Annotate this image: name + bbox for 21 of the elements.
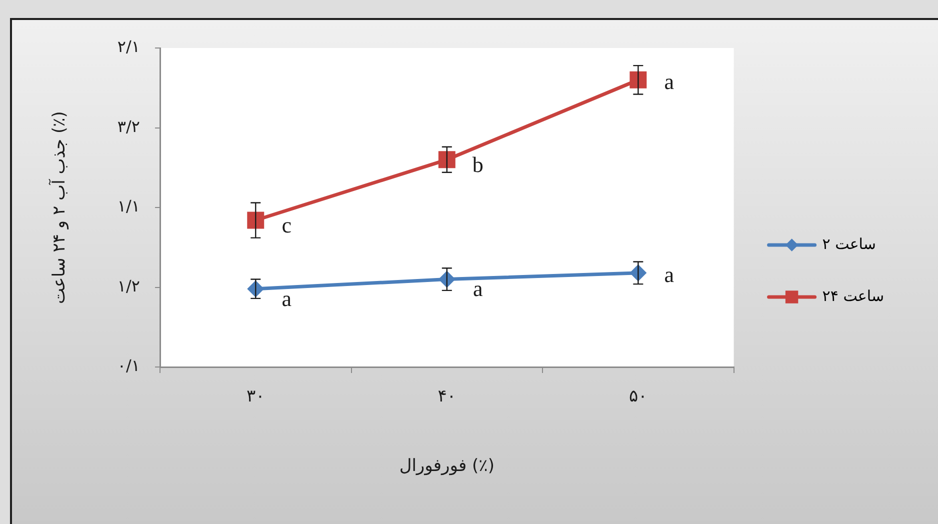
point: [247, 212, 264, 229]
point: [630, 71, 647, 88]
point: [438, 151, 456, 168]
annotation: a: [282, 286, 292, 311]
annotation: a: [473, 276, 484, 302]
annotation: b: [472, 152, 484, 177]
y-tick-label: ۰/۱: [117, 356, 140, 376]
legend-label: ۲۴ ساعت: [822, 286, 884, 305]
x-tick-label: ۵۰: [629, 386, 648, 407]
y-tick-label: ۱/۲: [117, 276, 140, 296]
legend-label: ۲ ساعت: [822, 234, 876, 253]
y-tick-label: ۱/۱: [117, 196, 140, 216]
y-axis-title: جذب آب ۲ و ۲۴ ساعت (٪): [48, 111, 70, 304]
x-axis-title: فورفورال (٪): [399, 456, 494, 476]
y-tick-label: ۲/۱: [117, 37, 140, 56]
annotation: c: [282, 212, 292, 238]
annotation: a: [664, 262, 674, 287]
annotation: a: [664, 68, 674, 94]
x-tick-label: ۴۰: [438, 386, 456, 407]
y-tick-label: ۳/۲: [117, 116, 140, 136]
x-tick-label: ۳۰: [246, 386, 265, 407]
